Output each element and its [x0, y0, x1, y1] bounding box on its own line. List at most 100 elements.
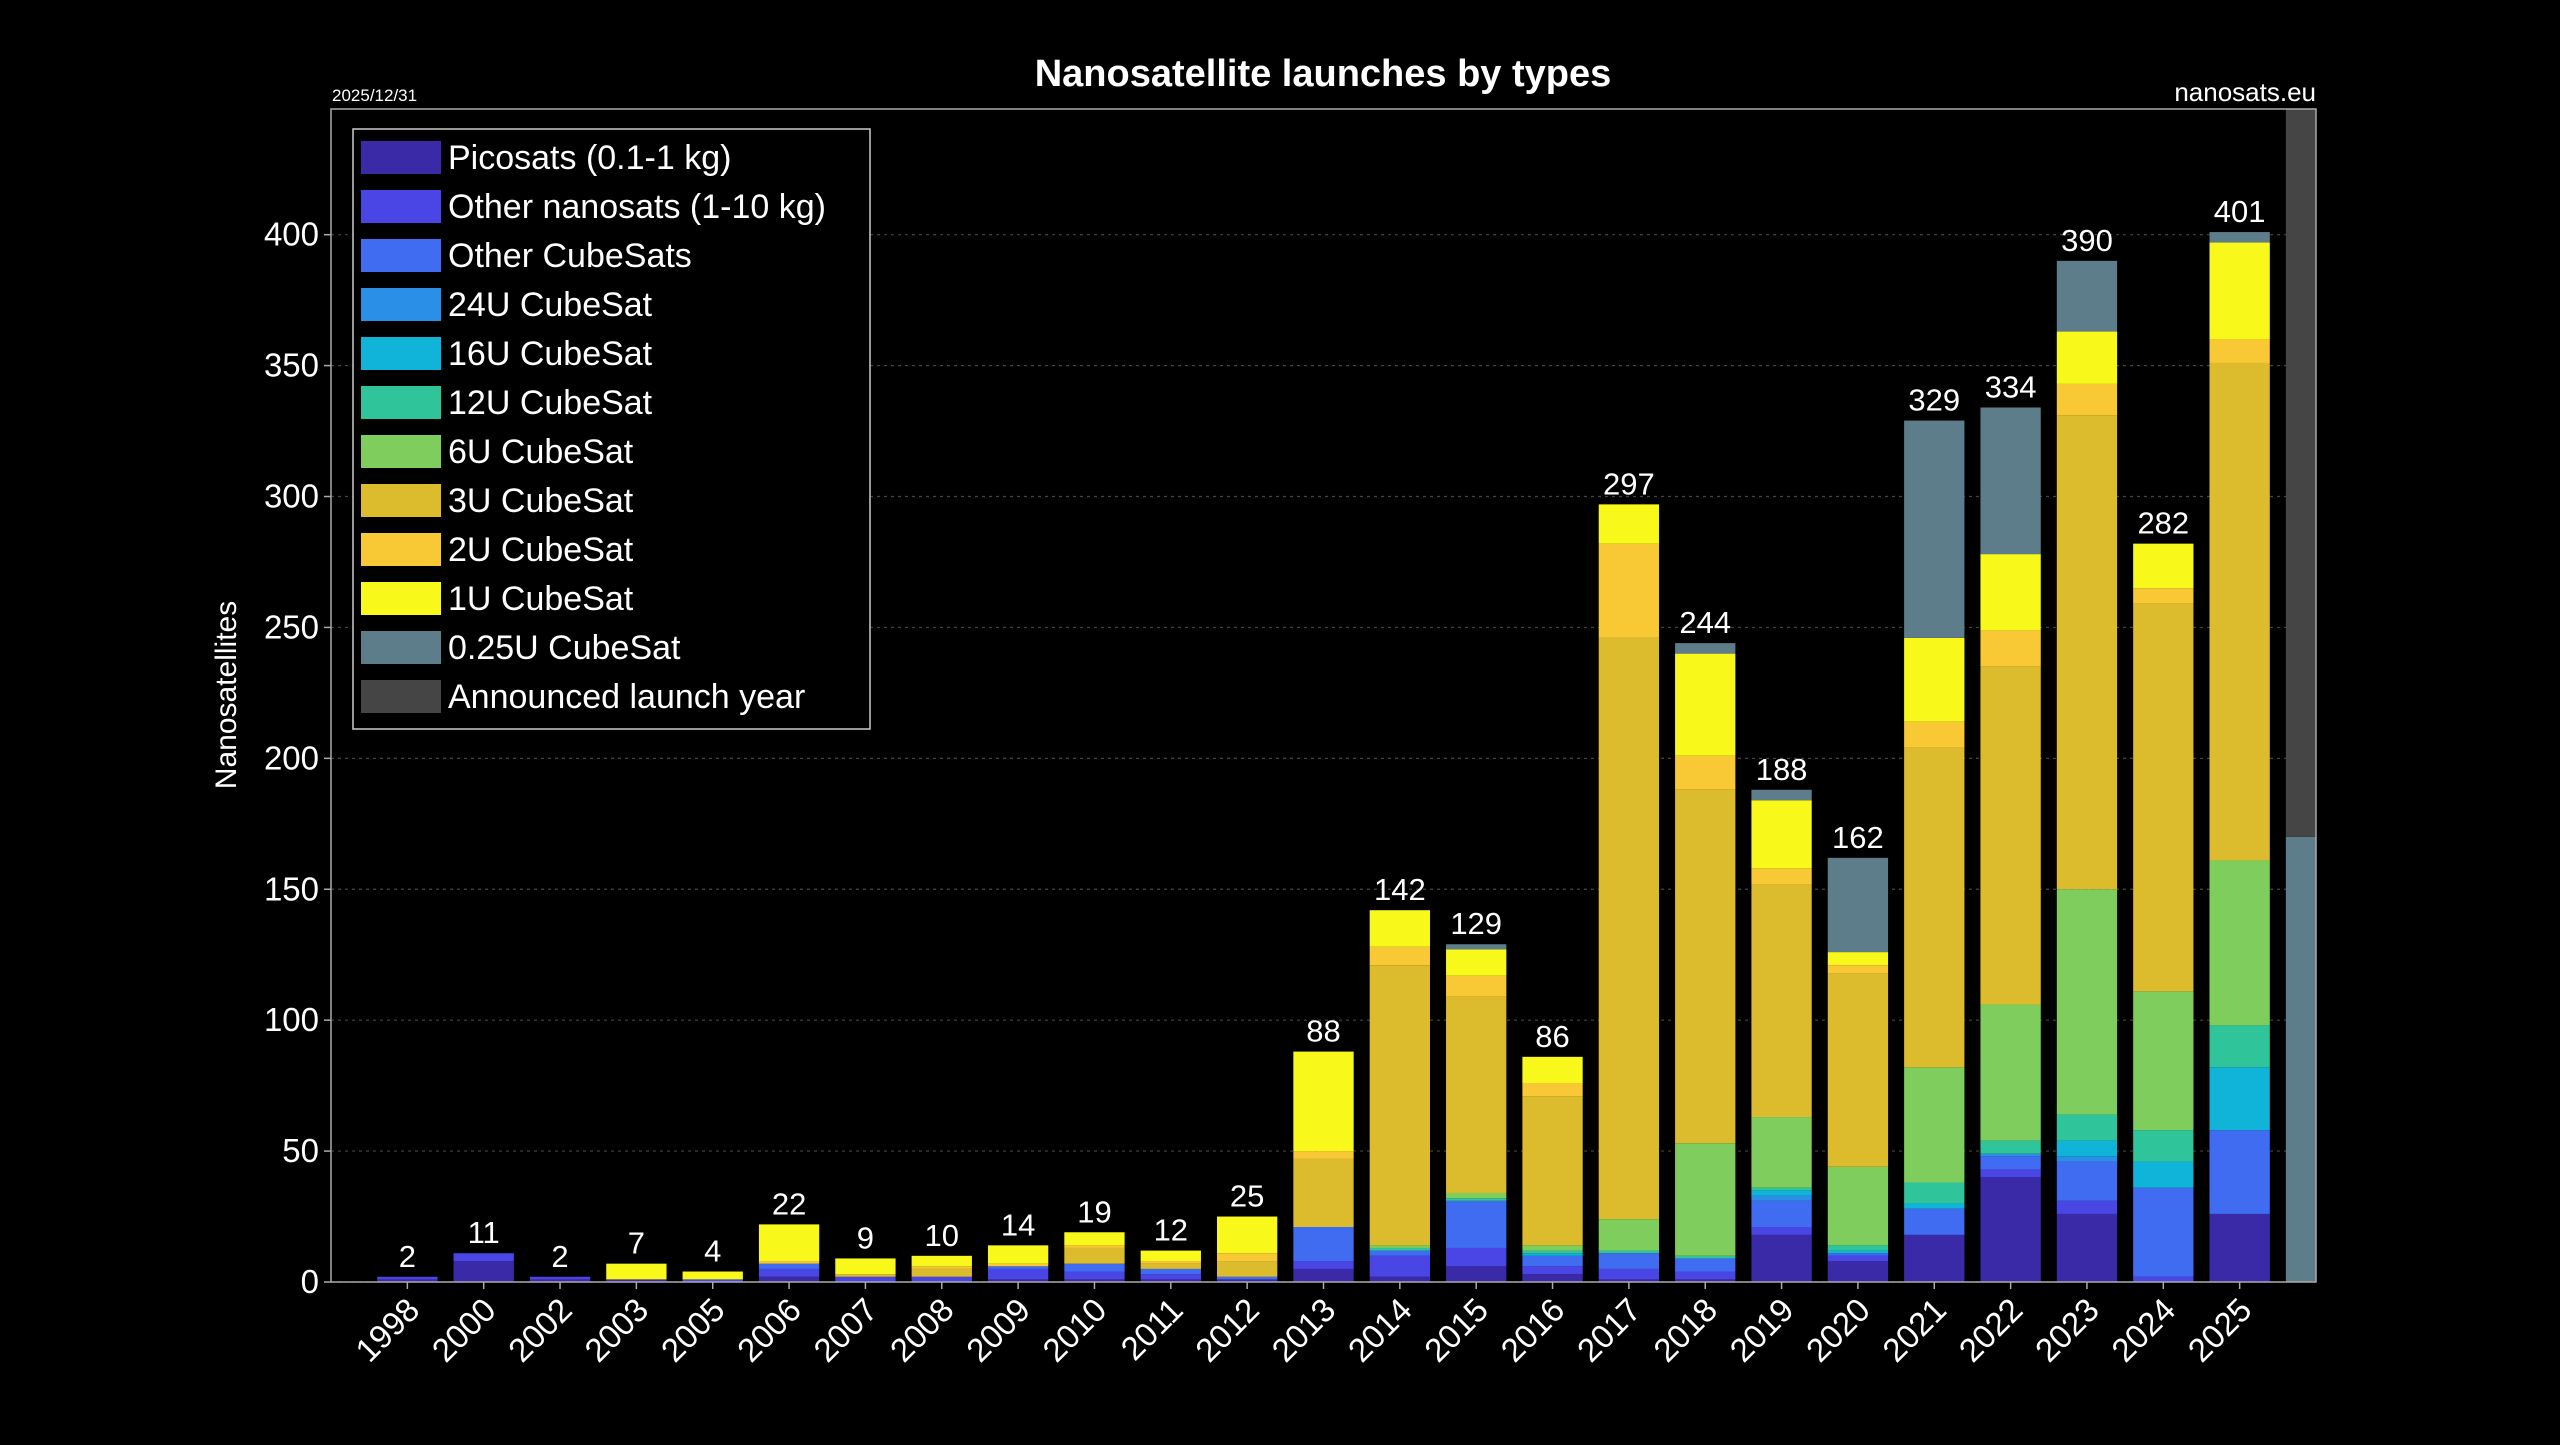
total-label: 2: [551, 1239, 568, 1274]
x-tick-label: 2003: [577, 1291, 655, 1369]
x-tick-label: 1998: [348, 1291, 426, 1369]
bar-segment: [1522, 1274, 1583, 1282]
bar-segment: [2209, 1213, 2270, 1282]
bar-segment: [1751, 1117, 1812, 1188]
bar-segment: [1522, 1266, 1583, 1275]
total-label: 297: [1603, 466, 1655, 501]
total-label: 334: [1985, 369, 2037, 404]
bar-segment: [911, 1276, 972, 1282]
legend-label: 6U CubeSat: [448, 433, 634, 471]
total-label: 12: [1154, 1213, 1188, 1248]
bar-segment: [1751, 1195, 1812, 1201]
x-tick-label: 2012: [1188, 1291, 1266, 1369]
bar-segment: [1751, 1200, 1812, 1228]
bar-segment: [1980, 554, 2041, 631]
total-label: 282: [2137, 506, 2189, 541]
bar-segment: [2133, 1276, 2194, 1282]
bar-segment: [1904, 721, 1965, 748]
x-tick-label: 2009: [959, 1291, 1037, 1369]
bar-segment: [2133, 543, 2194, 589]
x-tick-label: 2024: [2104, 1291, 2182, 1369]
bar-segment: [911, 1255, 972, 1267]
x-tick-label: 2016: [1493, 1291, 1571, 1369]
bar-segment: [835, 1276, 896, 1282]
bar-segment: [1598, 543, 1660, 638]
legend-swatch: [361, 582, 441, 615]
x-tick-label: 2021: [1875, 1291, 1953, 1369]
x-tick-label: 2023: [2028, 1291, 2106, 1369]
bar-segment: [1446, 1200, 1507, 1248]
total-label: 86: [1535, 1019, 1569, 1054]
legend-label: Announced launch year: [448, 678, 805, 716]
total-label: 19: [1077, 1194, 1111, 1229]
total-label: 390: [2061, 223, 2113, 258]
bar-segment: [1751, 789, 1812, 801]
bar-segment: [1522, 1056, 1583, 1084]
legend-swatch: [361, 239, 441, 272]
legend-label: Picosats (0.1-1 kg): [448, 139, 731, 177]
legend-label: 16U CubeSat: [448, 335, 653, 373]
total-label: 188: [1756, 752, 1808, 787]
bar-segment: [1140, 1279, 1201, 1282]
bar-segment: [1140, 1261, 1201, 1264]
bar-segment: [1904, 637, 1965, 722]
total-label: 9: [857, 1220, 874, 1255]
bar-segment: [1446, 975, 1507, 997]
bar-segment: [529, 1276, 591, 1280]
y-tick-label: 250: [264, 608, 319, 645]
bar-segment: [1904, 1182, 1965, 1204]
total-label: 14: [1001, 1207, 1035, 1242]
bar-segment: [1827, 1255, 1889, 1262]
bar-segment: [1216, 1276, 1278, 1280]
bar-segment: [1446, 1247, 1507, 1267]
bar-segment: [1827, 1166, 1889, 1246]
bar-segment: [2285, 836, 2316, 1282]
total-label: 25: [1230, 1179, 1264, 1214]
bar-segment: [1980, 666, 2041, 1005]
y-tick-label: 150: [264, 870, 319, 907]
bar-segment: [2209, 1067, 2270, 1131]
bar-segment: [1522, 1245, 1583, 1251]
bar-segment: [2056, 383, 2118, 416]
bar-segment: [1216, 1279, 1278, 1282]
bar-segment: [2209, 339, 2270, 363]
bar-segment: [1064, 1263, 1125, 1272]
bar-segment: [682, 1271, 743, 1280]
bar-segment: [911, 1266, 972, 1269]
bar-segment: [2056, 1213, 2118, 1282]
total-label: 142: [1374, 872, 1426, 907]
y-axis-label: Nanosatellites: [210, 601, 243, 789]
x-tick-label: 2017: [1570, 1291, 1648, 1369]
bar-segment: [1598, 1250, 1660, 1254]
bar-segment: [987, 1279, 1049, 1282]
bar-segment: [987, 1245, 1049, 1264]
bar-segment: [1827, 973, 1889, 1167]
bar-segment: [1446, 1192, 1507, 1199]
x-tick-label: 2020: [1799, 1291, 1877, 1369]
x-tick-label: 2018: [1646, 1291, 1724, 1369]
bar-segment: [1827, 857, 1889, 953]
bar-segment: [1904, 1234, 1965, 1282]
bar-segment: [758, 1263, 820, 1269]
bar-segment: [1827, 965, 1889, 974]
bar-segment: [1293, 1051, 1354, 1152]
bar-segment: [1980, 1153, 2041, 1157]
y-tick-label: 400: [264, 216, 319, 253]
bar-segment: [1904, 420, 1965, 638]
bar-segment: [1140, 1268, 1201, 1275]
bar-segment: [1980, 407, 2041, 555]
total-label: 22: [772, 1186, 806, 1221]
x-tick-label: 2010: [1035, 1291, 1113, 1369]
bar-segment: [529, 1279, 591, 1282]
bar-segment: [2209, 1130, 2270, 1214]
legend-label: 12U CubeSat: [448, 384, 653, 422]
bar-segment: [1980, 630, 2041, 667]
bar-segment: [1827, 1253, 1889, 1256]
bar-segment: [1446, 949, 1507, 976]
bar-segment: [1904, 1203, 1965, 1209]
bar-segment: [2209, 1025, 2270, 1068]
legend-label: 0.25U CubeSat: [448, 629, 681, 667]
bar-segment: [2133, 1130, 2194, 1162]
bar-segment: [2209, 232, 2270, 243]
